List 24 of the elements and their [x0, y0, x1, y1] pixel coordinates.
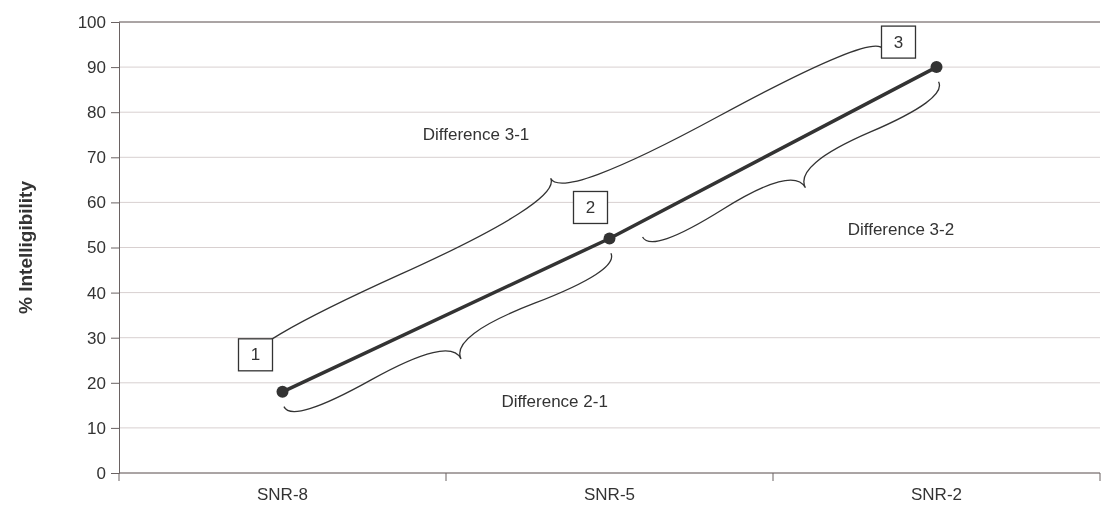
y-tick-label: 60 — [87, 193, 106, 213]
y-tick-label: 20 — [87, 373, 106, 393]
annotation: 1 — [250, 345, 261, 365]
annotation: Difference 3-1 — [422, 124, 530, 144]
annotation: 2 — [585, 197, 596, 217]
annotation: Difference 3-2 — [847, 219, 955, 239]
y-tick-label: 30 — [87, 328, 106, 348]
point — [603, 232, 616, 245]
x-tick-label: SNR-5 — [583, 485, 636, 504]
annotation: 3 — [893, 32, 904, 52]
y-axis-title: % Intelligibility — [15, 180, 36, 315]
y-tick-label: 90 — [87, 58, 106, 78]
y-tick-label: 80 — [87, 103, 106, 123]
point — [930, 61, 943, 74]
x-tick-label: SNR-8 — [256, 485, 309, 504]
annotation: Difference 2-1 — [501, 391, 608, 411]
y-tick-label: 10 — [87, 418, 106, 438]
y-tick-label: 100 — [77, 12, 106, 32]
y-tick-label: 50 — [87, 238, 106, 258]
y-tick-label: 0 — [96, 463, 106, 483]
x-tick-label: SNR-2 — [910, 485, 963, 504]
y-tick-label: 40 — [87, 283, 106, 303]
y-tick-label: 70 — [87, 148, 106, 168]
point — [276, 385, 289, 398]
